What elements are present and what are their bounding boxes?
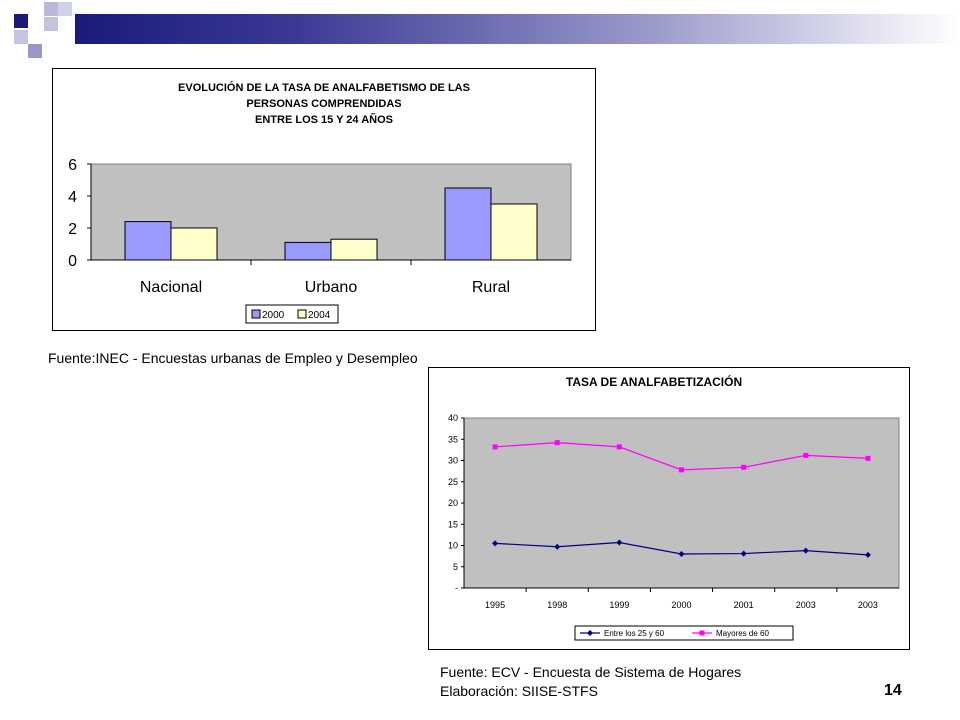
header-gradient-bar (75, 14, 960, 44)
point-mayores-60 (616, 444, 622, 450)
line-x-label: 2000 (671, 600, 691, 610)
decor-square-light (14, 30, 28, 44)
line-legend-marker (587, 630, 593, 636)
bar-2004-nacional (170, 227, 218, 261)
point-mayores-60 (865, 455, 871, 461)
line-y-tick-label: 10 (448, 541, 458, 551)
bar-title-line: ENTRE LOS 15 Y 24 AÑOS (255, 113, 393, 126)
line-chart-panel: TASA DE ANALFABETIZACIÓN - 5 10 15 20 25 30 35 4… (428, 367, 910, 650)
bar-2000-nacional (124, 221, 172, 261)
bar-x-label: Rural (472, 279, 510, 296)
bar-title-line: EVOLUCIÓN DE LA TASA DE ANALFABETISMO DE… (178, 81, 470, 94)
line-x-label: 1995 (485, 600, 505, 610)
bar-y-tick-label: 0 (68, 253, 77, 270)
bar-legend-swatch (297, 309, 307, 319)
decor-square-mid (28, 44, 42, 58)
line-legend-box (574, 625, 794, 641)
point-entre-25-60 (492, 540, 499, 547)
bar-y-tick-label: 2 (68, 221, 77, 238)
line-x-label: 1999 (609, 600, 629, 610)
decor-square-light (58, 2, 72, 16)
line-x-label: 1998 (547, 600, 567, 610)
line-x-label: 2003 (796, 600, 816, 610)
bar-2000-rural (444, 187, 492, 261)
bar-legend-swatch (251, 309, 261, 319)
point-mayores-60 (554, 440, 560, 446)
line-chart: TASA DE ANALFABETIZACIÓN - 5 10 15 20 25 30 35 4… (448, 374, 900, 641)
point-entre-25-60 (864, 551, 871, 558)
decor-square-dark (14, 14, 28, 28)
point-entre-25-60 (678, 551, 685, 557)
point-mayores-60 (803, 452, 809, 458)
bar-y-tick-label: 6 (68, 157, 77, 174)
source-note-ecv: Fuente: ECV - Encuesta de Sistema de Hog… (440, 664, 742, 680)
line-plot-area (463, 417, 900, 589)
point-mayores-60 (492, 444, 498, 450)
line-legend-label: Mayores de 60 (716, 629, 769, 638)
bar-legend-box (245, 304, 339, 324)
line-legend: Entre los 25 y 60 Mayores de 60 (574, 625, 794, 641)
bar-chart: EVOLUCIÓN DE LA TASA DE ANALFABETISMO DE… (68, 81, 572, 324)
decor-square-light (44, 17, 58, 31)
bar-title-line: PERSONAS COMPRENDIDAS (246, 98, 401, 110)
page-number: 14 (884, 682, 902, 699)
source-note-elaboracion: Elaboración: SIISE-STFS (440, 683, 598, 699)
bar-2004-rural (490, 203, 538, 261)
line-x-label: 2001 (734, 600, 754, 610)
line-y-tick-label: 40 (448, 413, 458, 423)
point-entre-25-60 (616, 539, 623, 546)
line-y-tick-label: 15 (448, 519, 458, 529)
bar-y-tick-label: 4 (68, 189, 77, 206)
decor-square-light (44, 2, 58, 16)
bar-x-label: Urbano (305, 279, 358, 296)
point-entre-25-60 (740, 550, 747, 557)
line-y-tick-label: 5 (453, 562, 458, 572)
line-legend-marker (699, 630, 705, 636)
line-y-tick-label: 20 (448, 498, 458, 508)
bar-2004-urbano (330, 238, 378, 261)
bar-legend: 2000 2004 (245, 304, 339, 324)
bar-chart-panel: EVOLUCIÓN DE LA TASA DE ANALFABETISMO DE… (52, 68, 596, 331)
line-chart-title: TASA DE ANALFABETIZACIÓN (566, 374, 742, 389)
line-y-tick-label: 35 (448, 434, 458, 444)
point-entre-25-60 (554, 543, 561, 550)
bar-legend-label: 2004 (308, 310, 331, 321)
line-y-tick-label: - (455, 583, 458, 593)
bar-x-label: Nacional (140, 279, 202, 296)
point-mayores-60 (679, 467, 684, 473)
bar-2000-urbano (284, 241, 332, 261)
line-y-tick-label: 25 (448, 477, 458, 487)
point-entre-25-60 (802, 547, 809, 554)
point-mayores-60 (741, 464, 747, 470)
bar-legend-label: 2000 (262, 310, 285, 321)
source-note-inec: Fuente:INEC - Encuestas urbanas de Emple… (48, 350, 418, 366)
bar-chart-title: EVOLUCIÓN DE LA TASA DE ANALFABETISMO DE… (178, 81, 470, 126)
line-x-label: 2003 (858, 600, 878, 610)
line-legend-label: Entre los 25 y 60 (604, 629, 665, 638)
line-y-tick-label: 30 (448, 456, 458, 466)
